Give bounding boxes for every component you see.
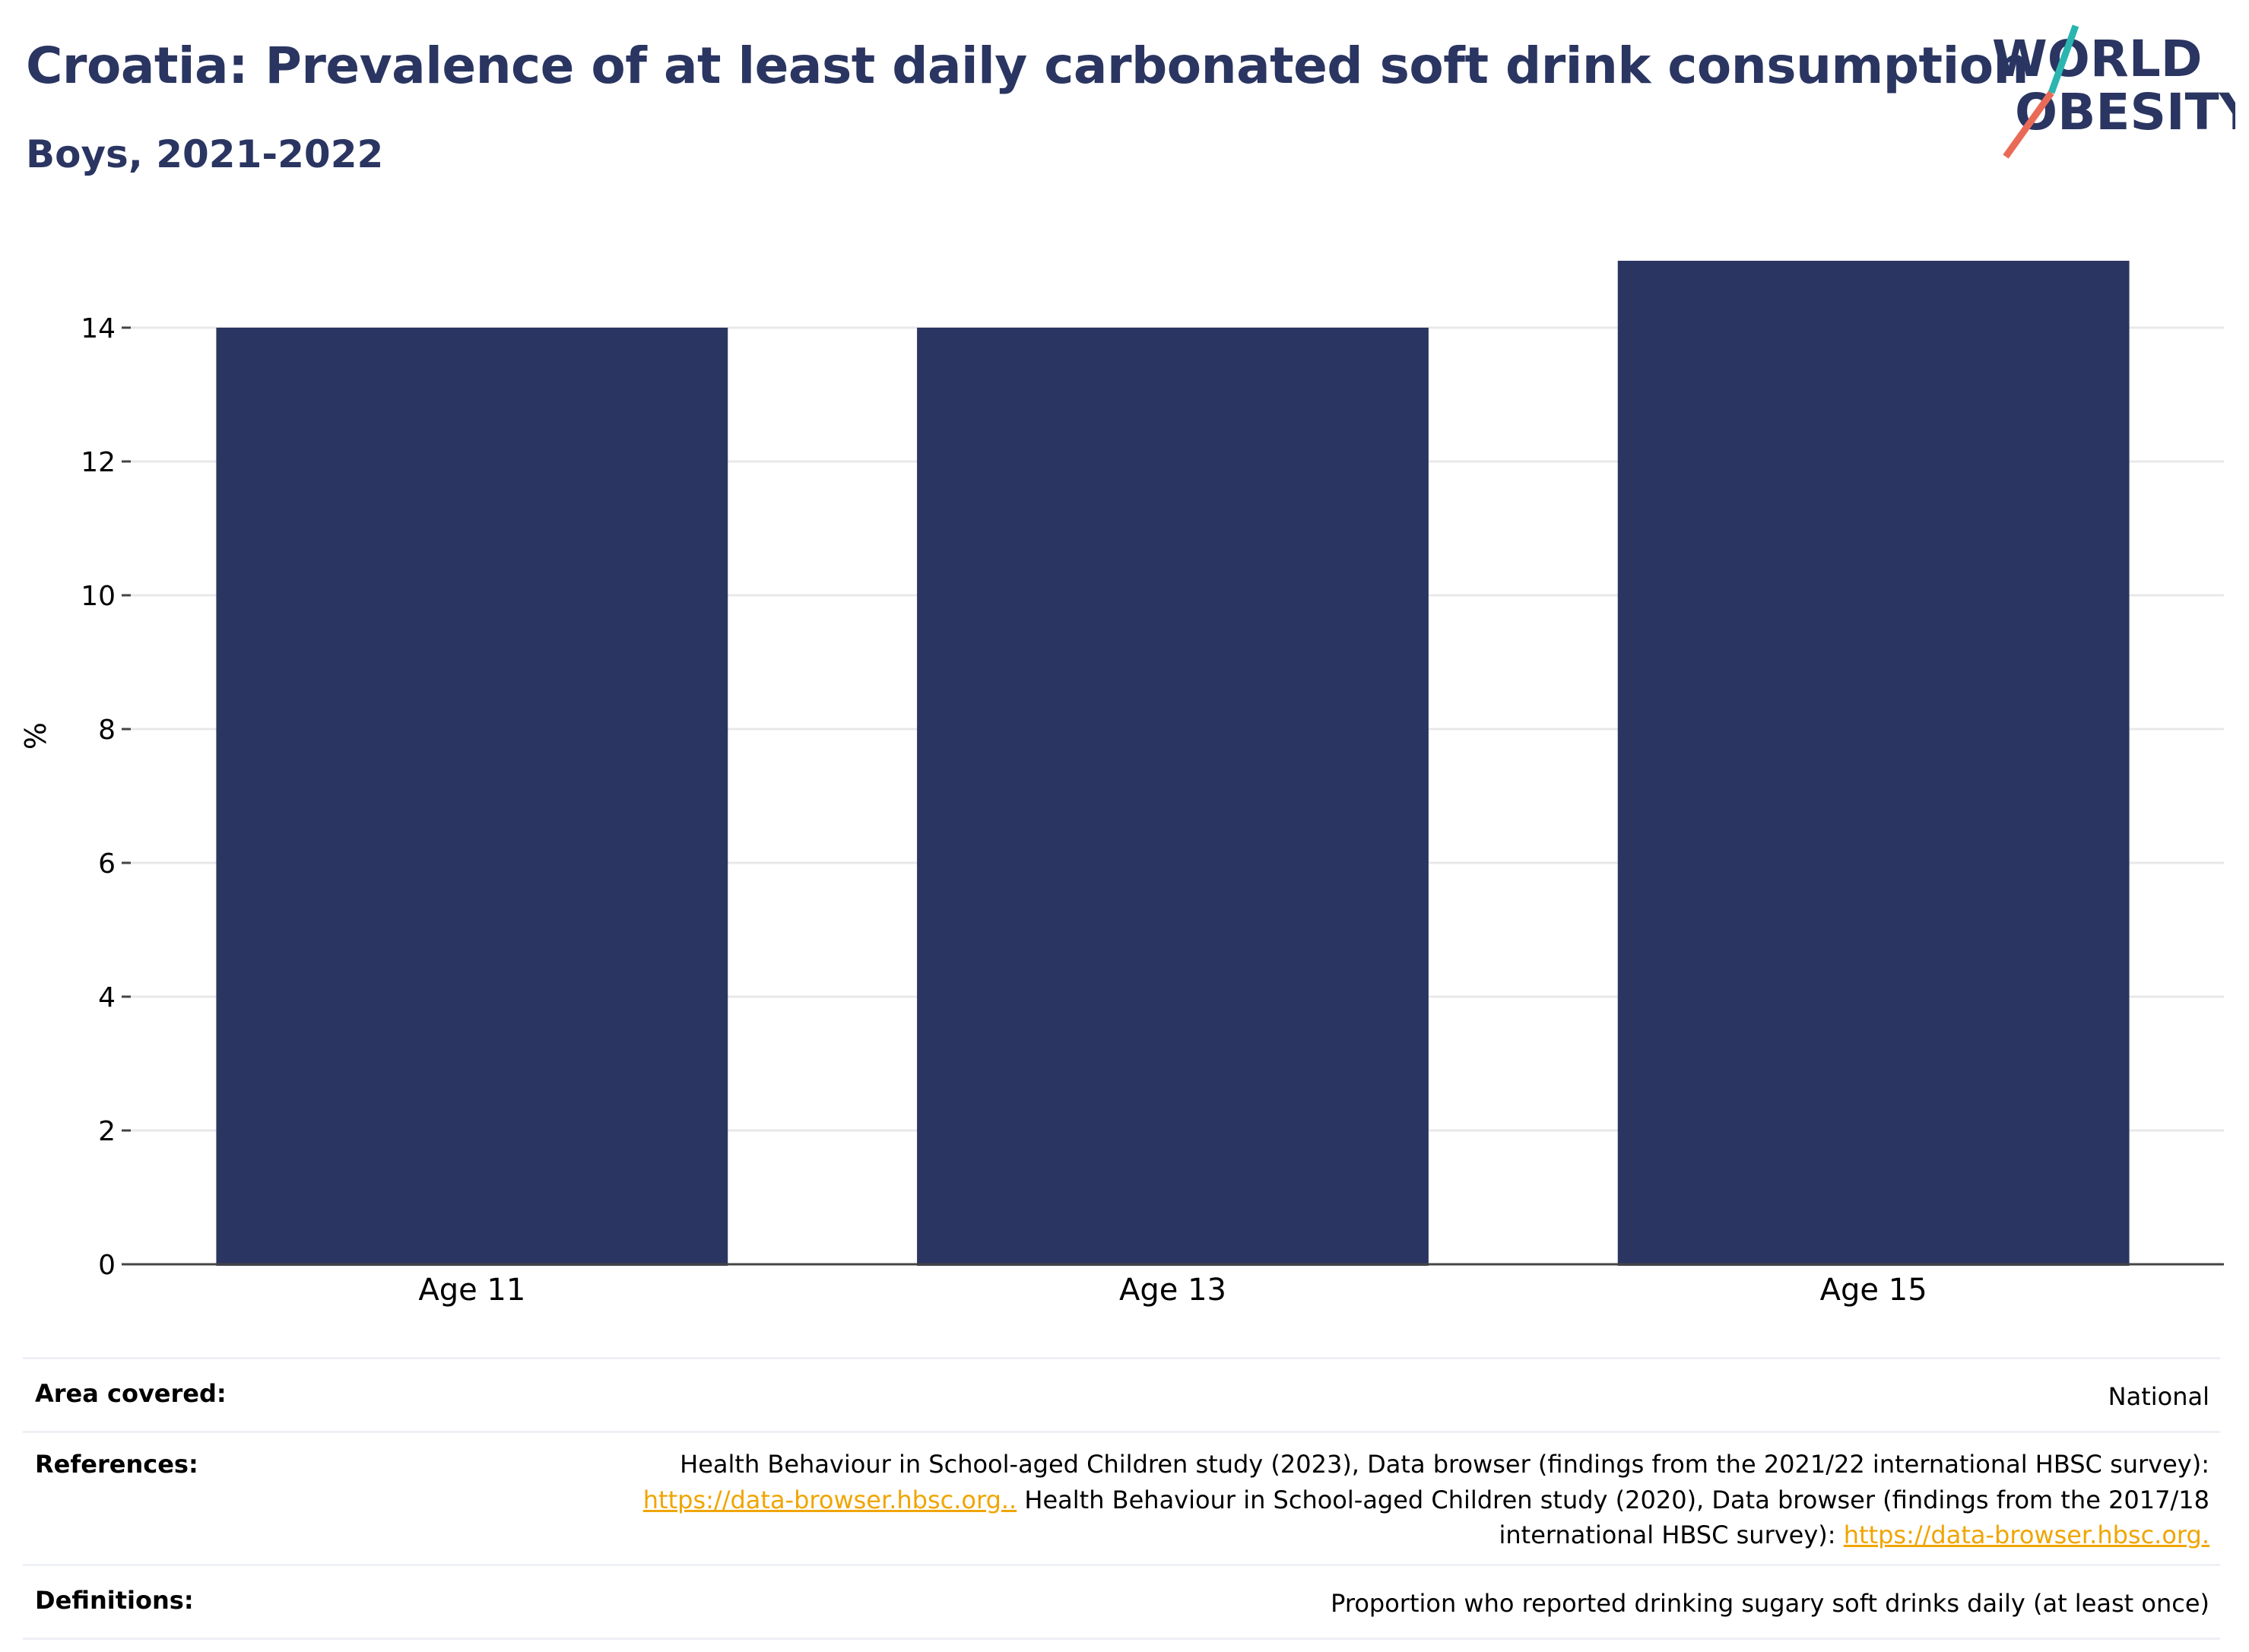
references-text-1: Health Behaviour in School-aged Children… <box>680 1450 2209 1479</box>
y-tick-label: 4 <box>98 982 116 1013</box>
logo-slash-bottom <box>2003 90 2054 159</box>
bar-age-13 <box>917 328 1429 1266</box>
y-axis-ticks: 0 2 4 6 8 10 12 14 <box>81 313 131 1281</box>
info-table: Area covered: National References: Healt… <box>23 1357 2220 1640</box>
references-row: References: Health Behaviour in School-a… <box>23 1431 2220 1563</box>
area-covered-row: Area covered: National <box>23 1357 2220 1431</box>
x-tick-label: Age 15 <box>1820 1273 1927 1308</box>
chart-title: Croatia: Prevalence of at least daily ca… <box>26 36 2029 95</box>
logo-slash-top <box>2048 24 2079 94</box>
references-text-3: international HBSC survey): <box>1499 1520 1844 1550</box>
y-tick-label: 0 <box>98 1250 116 1281</box>
x-tick-label: Age 11 <box>418 1273 525 1308</box>
references-label: References: <box>35 1450 198 1479</box>
references-link-1[interactable]: https://data-browser.hbsc.org.. <box>642 1485 1017 1514</box>
references-link-2[interactable]: https://data-browser.hbsc.org. <box>1843 1520 2209 1550</box>
definitions-row: Definitions: Proportion who reported dri… <box>23 1563 2220 1640</box>
y-tick-label: 14 <box>81 313 116 344</box>
chart-subtitle: Boys, 2021-2022 <box>26 132 384 176</box>
references-text-2: Health Behaviour in School-aged Children… <box>1017 1485 2209 1514</box>
definitions-label: Definitions: <box>35 1585 194 1615</box>
bars <box>216 261 2130 1266</box>
y-tick-label: 8 <box>98 715 116 746</box>
y-tick-label: 2 <box>98 1116 116 1147</box>
area-covered-value: National <box>2108 1382 2209 1411</box>
logo-line1: WORLD <box>1992 30 2203 88</box>
y-axis-label: % <box>19 722 52 750</box>
bar-age-11 <box>216 328 728 1266</box>
bar-chart: 0 2 4 6 8 10 12 14 Age 11 Age 13 Age 15 % <box>19 261 2224 1308</box>
references-value: Health Behaviour in School-aged Children… <box>643 1447 2220 1552</box>
x-axis-ticks: Age 11 Age 13 Age 15 <box>418 1273 1927 1308</box>
world-obesity-logo: WORLD OBESITY <box>1992 24 2235 159</box>
bar-age-15 <box>1617 261 2130 1266</box>
y-tick-label: 12 <box>81 447 116 478</box>
y-tick-label: 10 <box>81 581 116 612</box>
x-tick-label: Age 13 <box>1119 1273 1226 1308</box>
y-tick-label: 6 <box>98 848 116 880</box>
definitions-value: Proportion who reported drinking sugary … <box>1331 1588 2209 1618</box>
area-covered-label: Area covered: <box>35 1379 227 1408</box>
